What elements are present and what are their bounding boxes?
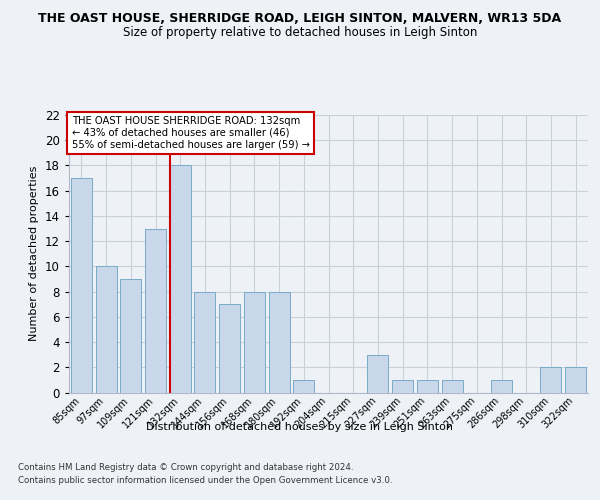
Text: Distribution of detached houses by size in Leigh Sinton: Distribution of detached houses by size …	[146, 422, 454, 432]
Bar	[367, 354, 388, 393]
Text: Contains public sector information licensed under the Open Government Licence v3: Contains public sector information licen…	[18, 476, 392, 485]
Y-axis label: Number of detached properties: Number of detached properties	[29, 166, 40, 342]
Bar	[71, 178, 92, 392]
Bar	[145, 228, 166, 392]
Bar	[95, 266, 116, 392]
Bar	[170, 166, 191, 392]
Text: THE OAST HOUSE SHERRIDGE ROAD: 132sqm
← 43% of detached houses are smaller (46)
: THE OAST HOUSE SHERRIDGE ROAD: 132sqm ← …	[71, 116, 310, 150]
Bar	[244, 292, 265, 392]
Bar	[120, 279, 141, 392]
Bar	[219, 304, 240, 392]
Bar	[491, 380, 512, 392]
Text: Size of property relative to detached houses in Leigh Sinton: Size of property relative to detached ho…	[123, 26, 477, 39]
Bar	[417, 380, 438, 392]
Bar	[269, 292, 290, 392]
Text: THE OAST HOUSE, SHERRIDGE ROAD, LEIGH SINTON, MALVERN, WR13 5DA: THE OAST HOUSE, SHERRIDGE ROAD, LEIGH SI…	[38, 12, 562, 26]
Bar	[194, 292, 215, 392]
Bar	[541, 368, 562, 392]
Bar	[392, 380, 413, 392]
Bar	[293, 380, 314, 392]
Text: Contains HM Land Registry data © Crown copyright and database right 2024.: Contains HM Land Registry data © Crown c…	[18, 462, 353, 471]
Bar	[565, 368, 586, 392]
Bar	[442, 380, 463, 392]
